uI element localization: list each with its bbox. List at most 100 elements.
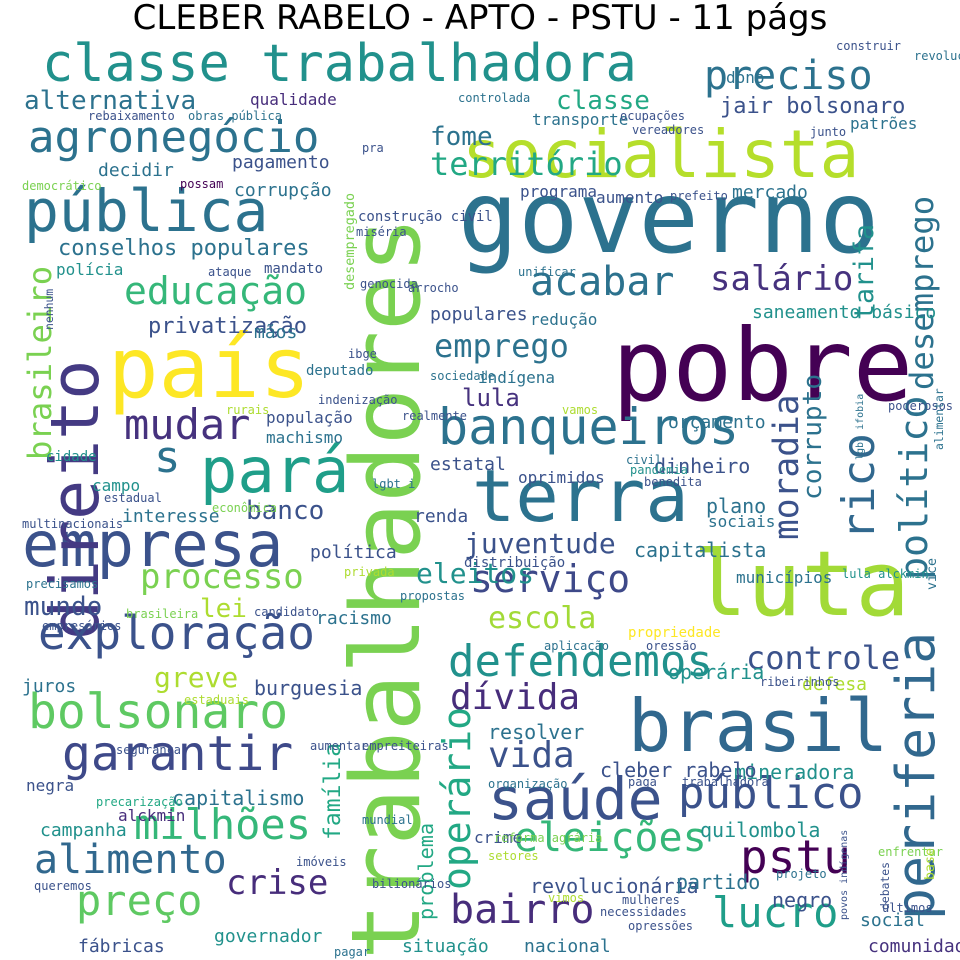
word-patrões: patrões <box>850 114 918 133</box>
word-distribuição: distribuição <box>464 555 566 571</box>
word-dívida: dívida <box>450 677 581 718</box>
word-alimentar: alimentar <box>932 388 946 450</box>
word-interesse: interesse <box>122 506 220 527</box>
word-poderosos: poderosos <box>888 399 954 413</box>
word-desempregado: desempregado <box>343 192 358 290</box>
word-revolução-socialista: revolução socialista <box>914 49 960 63</box>
word-partido: partido <box>676 870 761 894</box>
word-mudar: mudar <box>124 400 251 449</box>
word-propriedade: propriedade <box>628 625 721 641</box>
word-nenhum: nenhum <box>42 288 56 330</box>
word-pandemia: pandemia <box>630 463 688 477</box>
word-prefeito: prefeito <box>670 189 728 203</box>
word-país: país <box>108 319 311 417</box>
word-saúde: saúde <box>488 765 663 833</box>
word-base: base <box>923 847 938 880</box>
word-alckmin: alckmin <box>118 806 186 825</box>
word-oressão: oressão <box>646 639 697 653</box>
word-privatização: privatização <box>148 314 307 339</box>
word-mundial: mundial <box>362 813 413 827</box>
word-ataque: ataque <box>208 265 252 279</box>
word-fábricas: fábricas <box>78 936 165 957</box>
word-campanha: campanha <box>40 820 127 841</box>
word-enfrentar: enfrentar <box>878 845 944 859</box>
word-agronegócio: agronegócio <box>28 112 320 163</box>
word-banqueiros: banqueiros <box>438 398 740 456</box>
word-benedita: benedita <box>644 475 702 489</box>
word-estaduais: estaduais <box>184 693 250 707</box>
word-arrocho: arrocho <box>408 281 459 295</box>
word-bilionários: bilionários <box>372 877 452 891</box>
word-populares: populares <box>430 304 528 325</box>
word-orçamento: orçamento <box>668 412 766 433</box>
word-lucro: lucro <box>712 888 839 937</box>
word-campo: campo <box>92 476 141 495</box>
word-luta: luta <box>693 532 910 637</box>
word-lgbt-i: lgbt i <box>372 477 416 491</box>
word-rebaixamento: rebaixamento <box>88 109 175 123</box>
word-construir: construir <box>836 39 902 53</box>
word-aumento: aumento <box>596 188 664 207</box>
word-pará: pará <box>200 434 350 507</box>
word-debates: debates <box>878 861 892 910</box>
word-social: social <box>860 910 926 931</box>
word-ocupações: ocupações <box>620 109 686 123</box>
word-lula-alckmin: lula alckmin <box>842 567 929 581</box>
word-redução: redução <box>530 310 598 329</box>
word-civil: civil <box>626 453 663 467</box>
word-defendemos: defendemos <box>448 636 713 687</box>
word-brasil: brasil <box>628 684 889 768</box>
word-corrupto: corrupto <box>798 373 828 500</box>
word-crime: crime <box>474 828 523 847</box>
word-estatal: estatal <box>430 454 506 475</box>
word-ribeirinhos: ribeirinhos <box>760 675 840 689</box>
word-brasileira: brasileira <box>126 607 199 621</box>
word-indígena: indígena <box>478 368 556 387</box>
word-corrupção: corrupção <box>234 180 332 201</box>
word-vimos: vimos <box>548 891 585 905</box>
word-ibge: ibge <box>348 347 377 361</box>
word-construção-civil: construção civil <box>358 209 493 225</box>
word-serviço: serviço <box>470 557 631 601</box>
word-alternativa: alternativa <box>24 86 197 116</box>
word-democrático: democrático <box>22 179 102 193</box>
word-mãos: mãos <box>254 322 298 343</box>
word-defesa: defesa <box>802 674 868 695</box>
word-miséria: miséria <box>356 225 407 239</box>
word-bairro: bairro <box>450 887 595 933</box>
word-salário: salário <box>710 259 854 299</box>
word-propostas: propostas <box>400 589 466 603</box>
word-negro: negro <box>772 888 833 912</box>
word-dinheiro: dinheiro <box>654 454 751 478</box>
word-quilombola: quilombola <box>700 818 821 842</box>
word-desemprego: desemprego <box>903 195 941 390</box>
word-aumentar: aumentar <box>310 739 368 753</box>
word-econômica: econômica <box>212 501 278 515</box>
word-opressões: opressões <box>628 919 694 933</box>
word-cidade: cidade <box>46 449 97 465</box>
word-empresários: empresários <box>42 619 122 633</box>
word-polícia: polícia <box>56 260 124 279</box>
word-educação: educação <box>124 269 308 313</box>
word-realmente: realmente <box>402 409 468 423</box>
word-político: político <box>892 395 937 580</box>
word-situação: situação <box>402 936 489 957</box>
word-vereadores: vereadores <box>632 123 705 137</box>
word-mandato: mandato <box>264 261 324 277</box>
word-garantir: garantir <box>62 726 294 782</box>
word-queremos: queremos <box>34 879 92 893</box>
word-burguesia: burguesia <box>254 676 363 700</box>
word-mulheres: mulheres <box>622 893 680 907</box>
word-sociais: sociais <box>708 512 776 531</box>
word-emprego: emprego <box>434 327 569 365</box>
word-capitalista: capitalista <box>634 538 767 562</box>
word-privada: privada <box>344 565 395 579</box>
word-família: família <box>320 742 346 840</box>
word-candidato: candidato <box>254 605 320 619</box>
word-pública: pública <box>24 177 269 245</box>
word-operário: operário <box>435 706 479 890</box>
word-saneamento-básico: saneamento básico <box>752 302 937 323</box>
word-precarização: precarização <box>96 795 183 809</box>
word-controle: controle <box>746 639 901 677</box>
word-empresa: empresa <box>22 508 284 581</box>
